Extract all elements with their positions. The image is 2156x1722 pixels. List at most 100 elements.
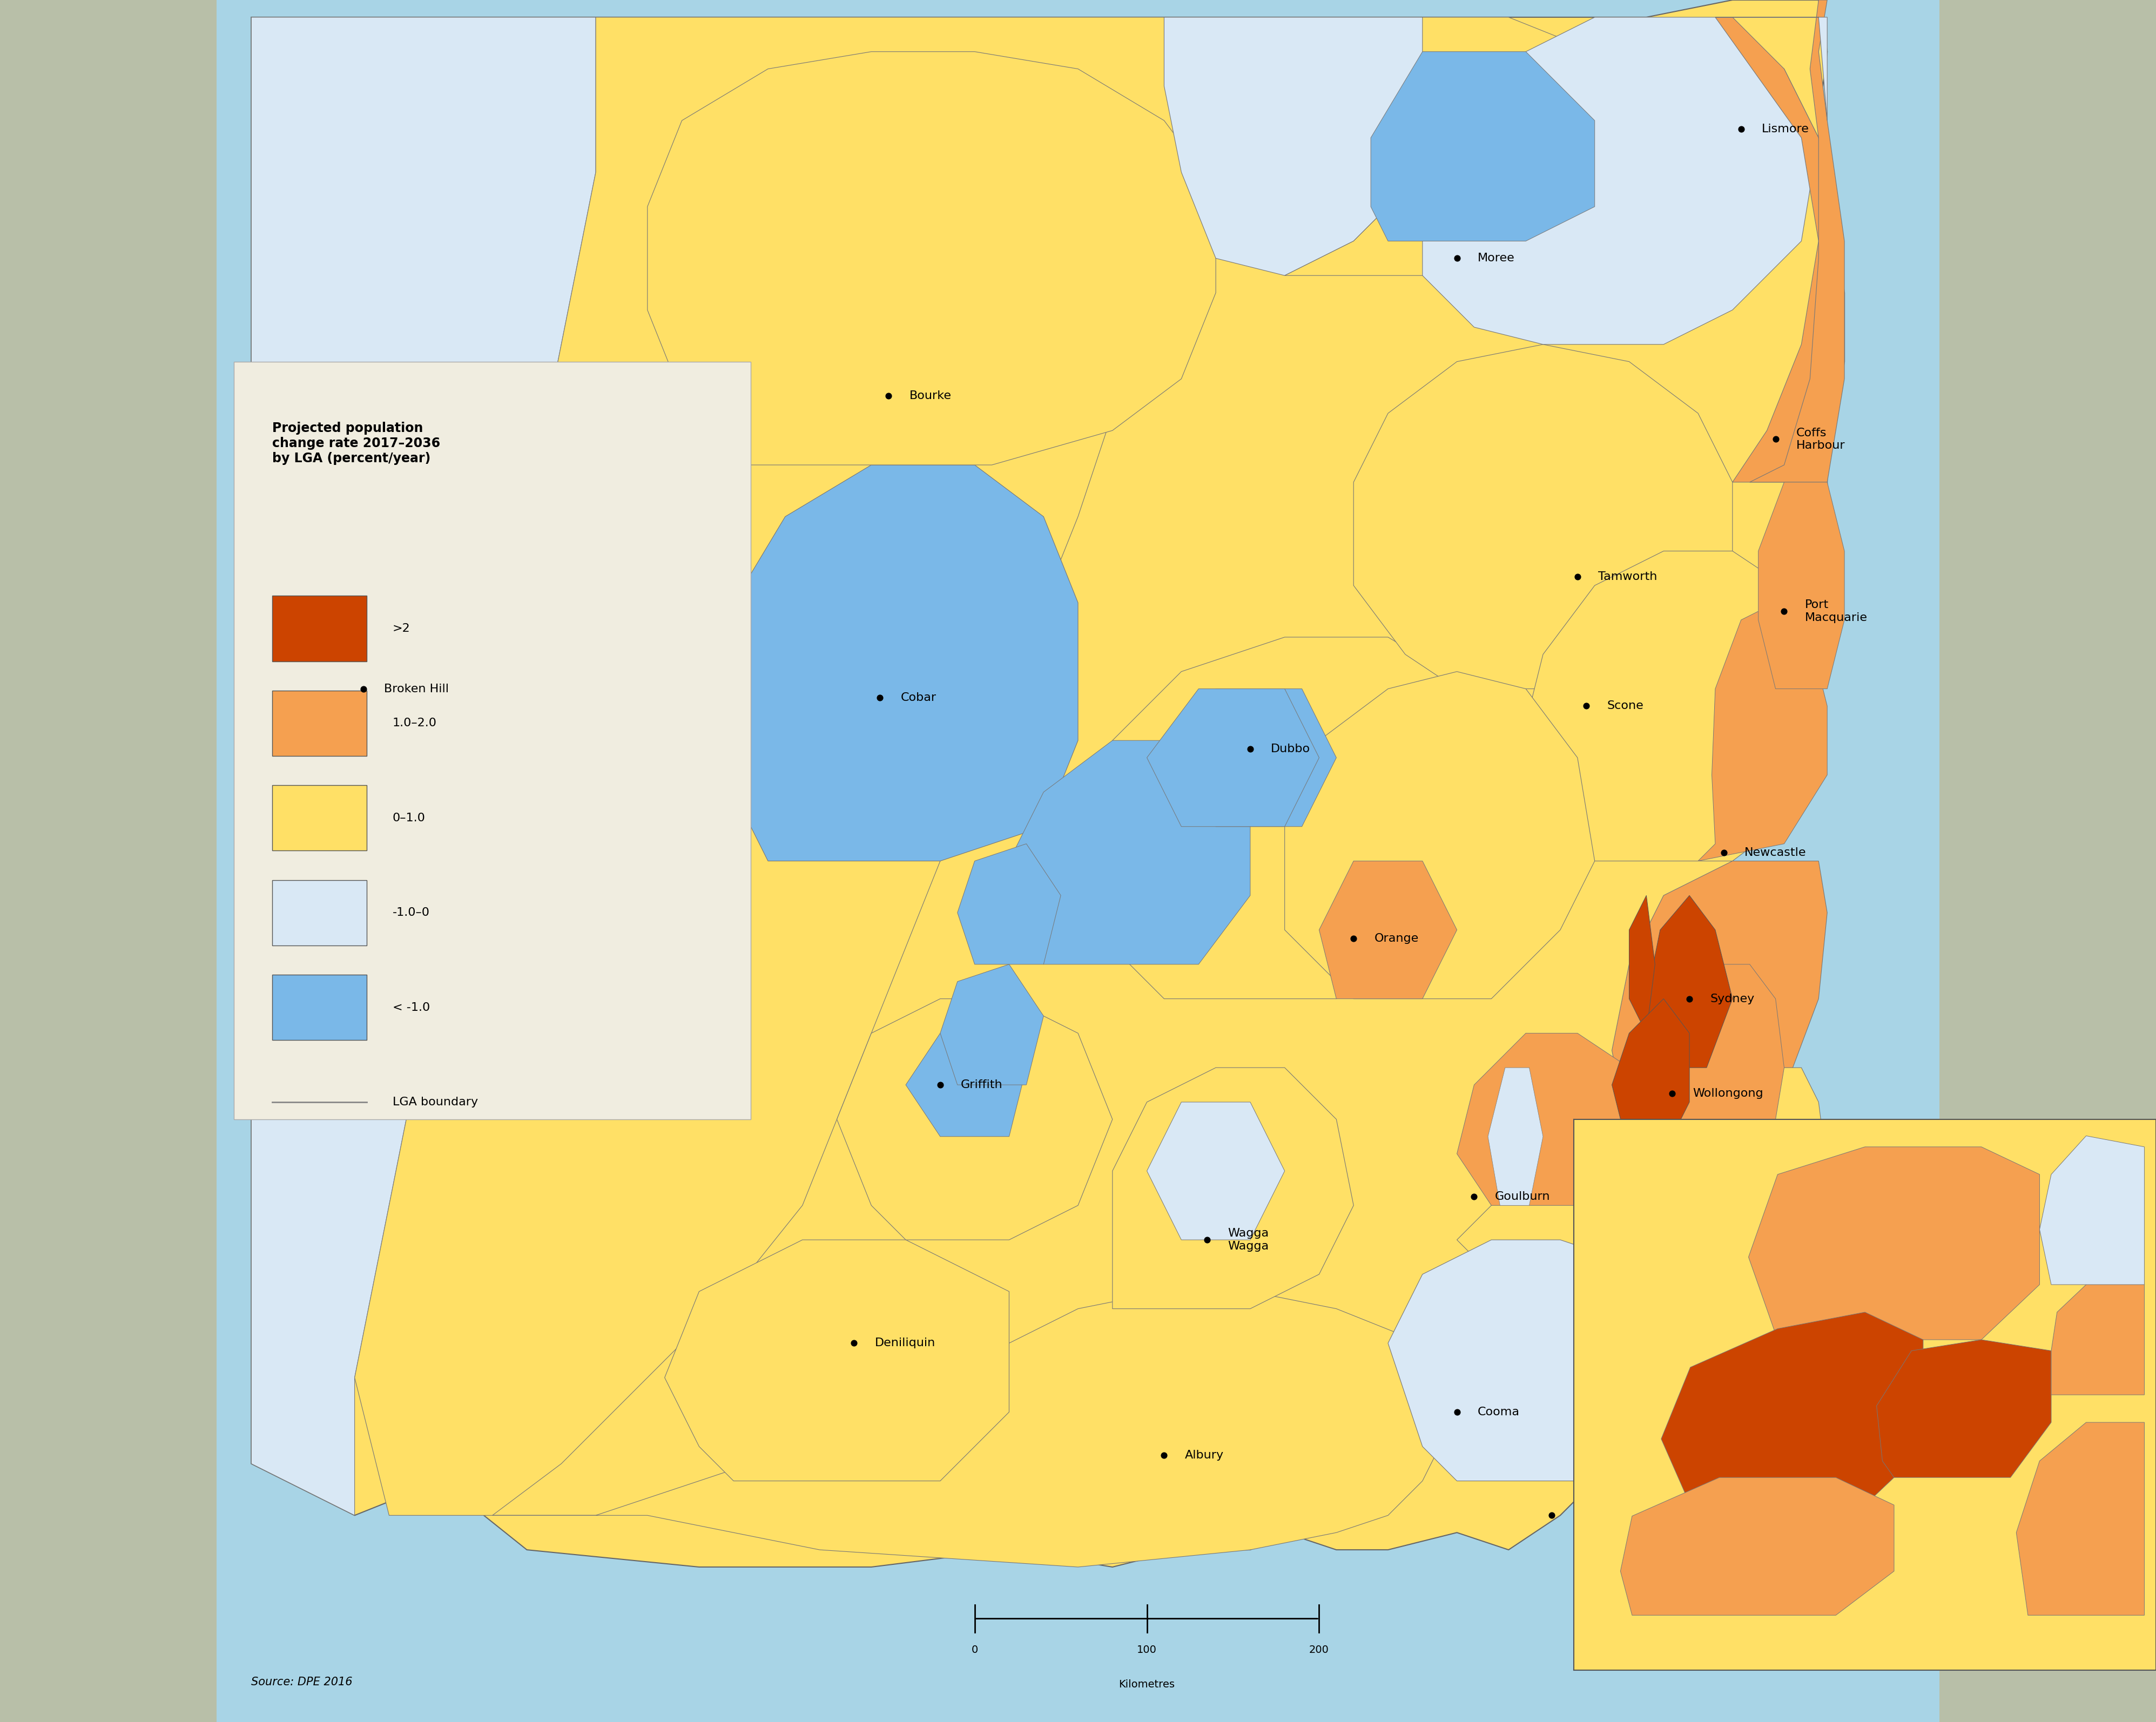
Polygon shape xyxy=(1647,1068,1826,1481)
Text: Projected population
change rate 2017–2036
by LGA (percent/year): Projected population change rate 2017–20… xyxy=(272,422,440,465)
Point xyxy=(1440,1398,1475,1426)
Text: Source: DPE 2016: Source: DPE 2016 xyxy=(252,1677,354,1688)
Point xyxy=(1570,692,1604,720)
Bar xyxy=(272,596,367,661)
Polygon shape xyxy=(252,551,526,861)
Polygon shape xyxy=(354,17,1216,1515)
Polygon shape xyxy=(1759,482,1843,689)
Text: Coffs
Harbour: Coffs Harbour xyxy=(1796,427,1846,451)
Text: 0–1.0: 0–1.0 xyxy=(392,813,425,823)
Polygon shape xyxy=(1488,1068,1544,1205)
Point xyxy=(862,684,897,711)
Polygon shape xyxy=(837,999,1112,1240)
Text: Deniliquin: Deniliquin xyxy=(875,1338,936,1348)
Text: Tamworth: Tamworth xyxy=(1598,572,1658,582)
Point xyxy=(345,675,379,703)
Polygon shape xyxy=(1749,1147,2040,1340)
Text: 1.0–2.0: 1.0–2.0 xyxy=(392,718,438,728)
Polygon shape xyxy=(1147,1102,1285,1240)
Point xyxy=(1337,925,1371,952)
Point xyxy=(1768,598,1802,625)
Text: 0: 0 xyxy=(972,1645,979,1655)
Text: Griffith: Griffith xyxy=(962,1080,1003,1090)
Text: Cobar: Cobar xyxy=(901,692,936,703)
Polygon shape xyxy=(1164,17,1457,276)
Point xyxy=(923,1071,957,1099)
Polygon shape xyxy=(1630,895,1656,1033)
Text: Dubbo: Dubbo xyxy=(1270,744,1311,754)
Text: Newcastle: Newcastle xyxy=(1744,847,1807,858)
Point xyxy=(1673,985,1708,1013)
Polygon shape xyxy=(1613,999,1690,1154)
Text: Goulburn: Goulburn xyxy=(1494,1192,1550,1202)
Text: Moree: Moree xyxy=(1477,253,1516,263)
Polygon shape xyxy=(1664,964,1785,1171)
Text: Bourke: Bourke xyxy=(910,391,951,401)
Polygon shape xyxy=(940,964,1044,1085)
Polygon shape xyxy=(2050,1274,2145,1395)
Text: Cooma: Cooma xyxy=(1477,1407,1520,1417)
Polygon shape xyxy=(252,0,1843,1567)
Polygon shape xyxy=(1457,1033,1630,1205)
Point xyxy=(1656,1080,1690,1107)
Polygon shape xyxy=(252,17,595,1515)
Text: Orange: Orange xyxy=(1373,933,1419,944)
Bar xyxy=(272,691,367,756)
Text: Kilometres: Kilometres xyxy=(1119,1679,1175,1689)
Polygon shape xyxy=(1526,551,1820,861)
Text: Lismore: Lismore xyxy=(1761,124,1809,134)
Point xyxy=(1440,245,1475,272)
Point xyxy=(1759,425,1794,453)
FancyBboxPatch shape xyxy=(235,362,750,1119)
Polygon shape xyxy=(1621,1477,1893,1615)
Text: -1.0–0: -1.0–0 xyxy=(392,907,429,918)
Point xyxy=(1535,1502,1570,1529)
Bar xyxy=(272,880,367,945)
Polygon shape xyxy=(1009,740,1250,964)
Point xyxy=(1190,1226,1225,1254)
Polygon shape xyxy=(1660,1312,1923,1505)
Polygon shape xyxy=(1371,52,1595,241)
Point xyxy=(1233,735,1268,763)
Text: < -1.0: < -1.0 xyxy=(392,1002,429,1013)
Bar xyxy=(272,975,367,1040)
Polygon shape xyxy=(1716,17,1826,121)
Text: Wollongong: Wollongong xyxy=(1692,1088,1764,1099)
Text: Batemans
Bay: Batemans Bay xyxy=(1675,1254,1736,1278)
Polygon shape xyxy=(492,1292,1457,1567)
Point xyxy=(1725,115,1759,143)
Point xyxy=(1457,1183,1492,1211)
Point xyxy=(1708,839,1742,866)
Text: Sydney: Sydney xyxy=(1710,994,1755,1004)
Polygon shape xyxy=(1423,17,1820,344)
Polygon shape xyxy=(664,1240,1009,1481)
Polygon shape xyxy=(647,52,1216,465)
Polygon shape xyxy=(1751,0,1843,482)
Polygon shape xyxy=(1647,895,1733,1068)
Point xyxy=(871,382,906,410)
Polygon shape xyxy=(1876,1340,2050,1477)
Point xyxy=(1561,563,1595,591)
Text: Broken Hill: Broken Hill xyxy=(384,684,448,694)
Polygon shape xyxy=(1574,1119,2156,1670)
Polygon shape xyxy=(1078,637,1526,999)
Text: Eden: Eden xyxy=(1572,1510,1602,1521)
Polygon shape xyxy=(1285,17,1630,276)
Bar xyxy=(272,785,367,851)
Polygon shape xyxy=(1613,861,1826,1137)
Text: Albury: Albury xyxy=(1186,1450,1225,1460)
Polygon shape xyxy=(1181,689,1337,827)
Polygon shape xyxy=(906,1016,1026,1137)
Polygon shape xyxy=(1285,672,1595,999)
Polygon shape xyxy=(1716,17,1835,482)
Point xyxy=(1639,1252,1673,1279)
Polygon shape xyxy=(716,465,1078,861)
Text: LGA boundary: LGA boundary xyxy=(392,1097,479,1107)
Polygon shape xyxy=(2040,1137,2145,1285)
Text: 200: 200 xyxy=(1309,1645,1328,1655)
Polygon shape xyxy=(1354,344,1733,689)
Polygon shape xyxy=(1388,1240,1664,1481)
Polygon shape xyxy=(957,844,1061,964)
Text: Port
Macquarie: Port Macquarie xyxy=(1805,599,1867,623)
Text: 100: 100 xyxy=(1136,1645,1158,1655)
